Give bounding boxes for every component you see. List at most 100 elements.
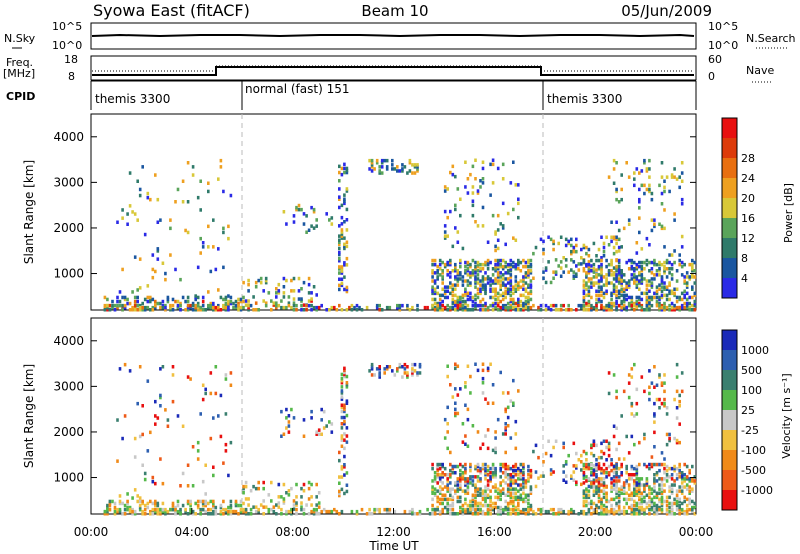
velocity-cell bbox=[557, 512, 560, 516]
power-cell bbox=[544, 280, 548, 285]
power-cell bbox=[615, 241, 618, 246]
power-cell bbox=[612, 303, 616, 308]
power-cell bbox=[615, 189, 618, 194]
velocity-cell bbox=[585, 512, 588, 516]
power-cell bbox=[443, 234, 447, 238]
cpid-segment-2: normal (fast) 151 bbox=[245, 82, 349, 96]
power-cell bbox=[600, 264, 603, 269]
velocity-cell bbox=[685, 477, 689, 481]
velocity-cell bbox=[499, 497, 502, 502]
power-cell bbox=[138, 303, 142, 308]
power-cell bbox=[431, 275, 434, 279]
power-cell bbox=[181, 179, 185, 183]
power-cell bbox=[378, 308, 381, 312]
power-cell bbox=[625, 297, 628, 302]
velocity-cell bbox=[186, 499, 190, 504]
velocity-cell bbox=[242, 507, 245, 512]
power-cell bbox=[615, 235, 618, 239]
power-cell bbox=[154, 299, 157, 304]
velocity-cell bbox=[663, 404, 666, 408]
velocity-cell bbox=[121, 512, 124, 516]
velocity-cell bbox=[544, 451, 548, 456]
power-cell bbox=[650, 260, 654, 265]
power-cell bbox=[264, 303, 268, 308]
velocity-cell bbox=[602, 507, 606, 512]
velocity-cell bbox=[597, 455, 601, 460]
velocity-cell bbox=[527, 495, 530, 500]
power-cell bbox=[527, 260, 530, 265]
power-cell bbox=[149, 295, 152, 300]
velocity-cell bbox=[559, 507, 563, 512]
velocity-cell bbox=[592, 489, 596, 493]
velocity-cell bbox=[633, 414, 636, 418]
power-cell bbox=[685, 285, 689, 289]
power-cell bbox=[665, 305, 669, 310]
power-cell bbox=[416, 167, 419, 171]
power-cell bbox=[610, 308, 613, 312]
power-cell bbox=[663, 301, 666, 306]
velocity-cell bbox=[693, 512, 697, 516]
power-cell bbox=[519, 279, 523, 283]
velocity-cell bbox=[343, 422, 346, 426]
velocity-cell bbox=[605, 507, 608, 512]
power-cell bbox=[691, 275, 694, 279]
velocity-cell bbox=[201, 507, 205, 512]
power-cell bbox=[446, 295, 449, 300]
power-cell bbox=[219, 158, 223, 163]
velocity-cell bbox=[509, 485, 513, 489]
velocity-cell bbox=[506, 464, 510, 469]
velocity-cell bbox=[522, 491, 525, 495]
velocity-cell bbox=[340, 465, 344, 469]
power-cell bbox=[580, 256, 583, 260]
power-cell bbox=[587, 303, 591, 308]
power-cell bbox=[272, 303, 276, 307]
freq-left-tick-bottom: 8 bbox=[68, 70, 75, 83]
power-cell bbox=[471, 303, 475, 308]
velocity-cell bbox=[451, 487, 455, 491]
velocity-cell bbox=[519, 495, 523, 500]
power-cell bbox=[633, 275, 636, 279]
velocity-cell bbox=[610, 497, 613, 502]
velocity-cell bbox=[683, 485, 686, 489]
velocity-cell bbox=[670, 487, 674, 491]
velocity-cell bbox=[622, 512, 626, 516]
power-cell bbox=[685, 275, 689, 279]
velocity-cell bbox=[118, 499, 122, 504]
power-cell bbox=[585, 301, 588, 306]
power-cell bbox=[338, 224, 341, 228]
velocity-cell bbox=[678, 507, 681, 512]
power-cell bbox=[207, 290, 210, 294]
power-cell bbox=[509, 281, 513, 285]
power-cell bbox=[310, 224, 313, 228]
power-cell bbox=[504, 295, 507, 300]
velocity-cell bbox=[675, 493, 679, 497]
power-cell bbox=[544, 268, 548, 272]
velocity-cell bbox=[514, 505, 518, 510]
power-cell bbox=[433, 291, 437, 296]
velocity-cell bbox=[643, 487, 646, 491]
power-cell bbox=[582, 283, 586, 287]
power-cell bbox=[544, 303, 548, 308]
power-cell bbox=[443, 289, 447, 293]
power-cell bbox=[406, 171, 409, 175]
power-cell bbox=[380, 165, 384, 169]
power-cell bbox=[121, 208, 124, 212]
power-cell bbox=[638, 301, 641, 306]
power-cell bbox=[693, 291, 697, 296]
velocity-cell bbox=[252, 484, 255, 489]
velocity-colorbar-swatch bbox=[722, 450, 737, 471]
power-cell bbox=[459, 299, 462, 304]
velocity-cell bbox=[605, 471, 608, 475]
power-cell bbox=[562, 270, 565, 274]
power-cell bbox=[227, 301, 230, 306]
velocity-cell bbox=[633, 499, 636, 504]
power-cell bbox=[302, 212, 306, 216]
power-cell bbox=[670, 289, 674, 293]
power-cell bbox=[688, 295, 691, 300]
velocity-cell bbox=[486, 503, 490, 508]
power-cell bbox=[673, 291, 676, 296]
velocity-cell bbox=[474, 485, 477, 489]
velocity-cell bbox=[214, 512, 218, 516]
velocity-cell bbox=[436, 462, 439, 467]
power-cell bbox=[454, 207, 457, 212]
